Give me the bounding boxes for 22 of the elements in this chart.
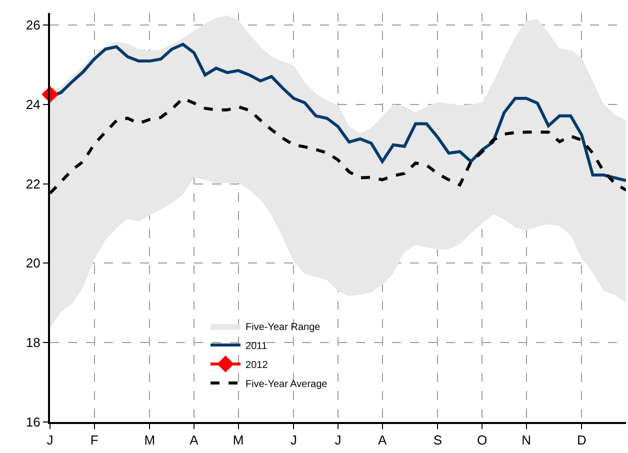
legend-label: 2011 (246, 340, 268, 352)
x-tick-label: M (144, 432, 156, 448)
x-tick-label: M (232, 432, 244, 448)
y-tick-label: 22 (26, 176, 40, 192)
x-tick-label: A (378, 432, 387, 448)
y-tick-label: 26 (26, 17, 40, 32)
x-tick-label: J (334, 432, 342, 448)
x-tick-label: J (290, 432, 297, 448)
legend-label: Five-Year Range (246, 322, 321, 333)
x-tick-label: O (476, 432, 488, 448)
y-tick-label: 18 (26, 335, 40, 350)
x-tick-label: A (190, 432, 199, 448)
y-tick-label: 20 (26, 256, 40, 271)
legend-label: 2012 (246, 360, 268, 371)
legend-label: Five-Year Average (246, 378, 328, 390)
x-tick-label: D (576, 432, 586, 448)
y-tick-label: 24 (26, 96, 40, 112)
y-tick-label: 16 (26, 414, 40, 430)
x-tick-label: J (46, 432, 54, 448)
x-tick-label: F (90, 432, 98, 448)
x-tick-label: N (522, 432, 532, 448)
x-tick-label: S (433, 432, 442, 448)
